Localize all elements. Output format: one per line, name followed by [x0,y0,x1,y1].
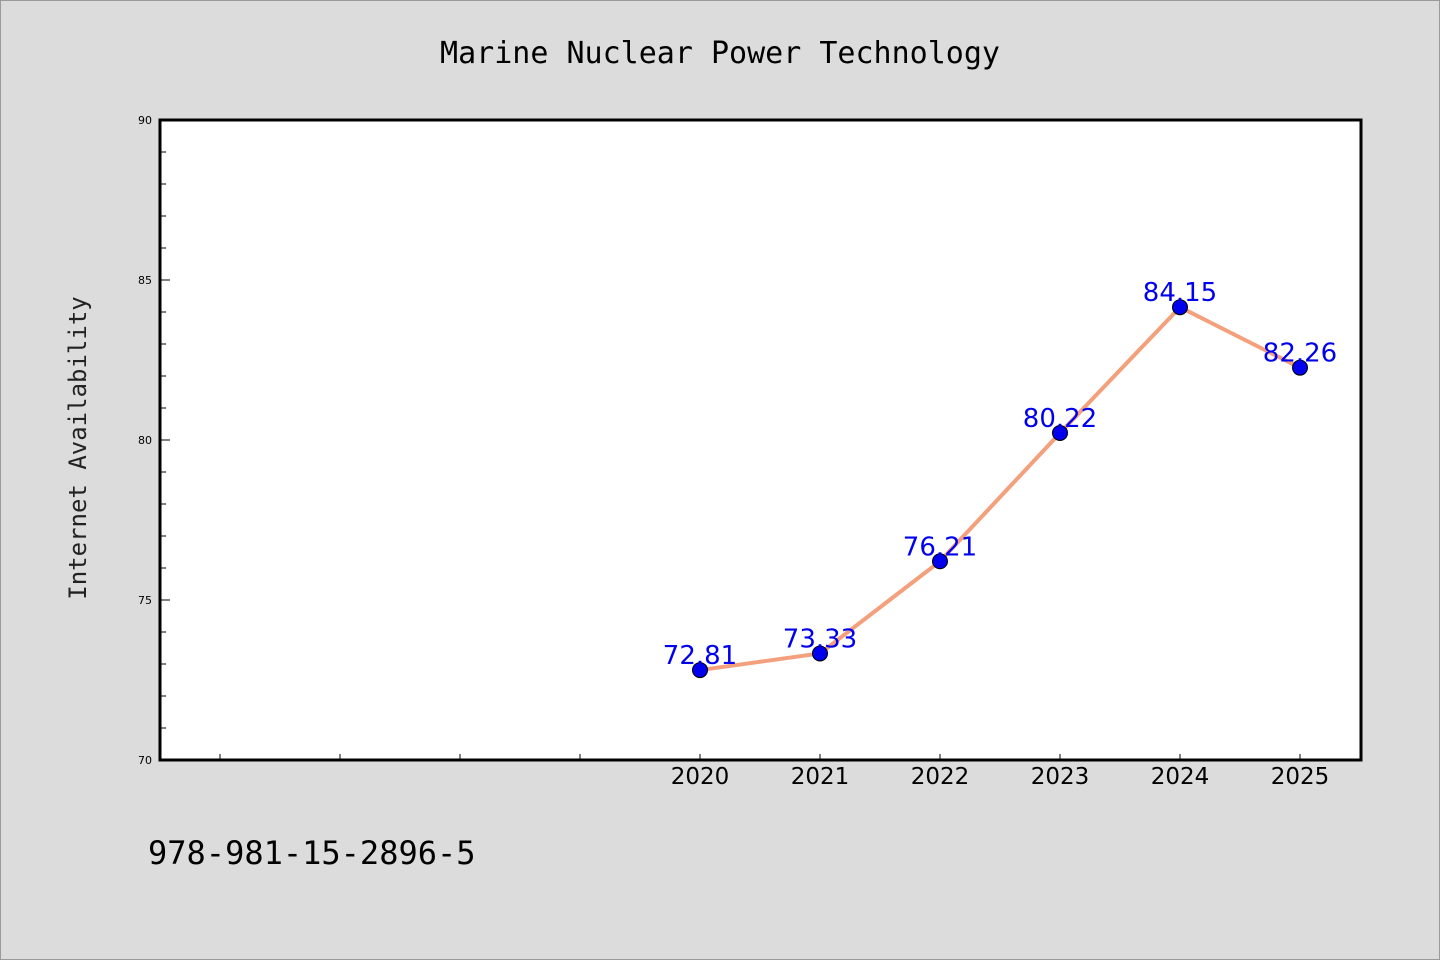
series-line [699,305,1301,673]
y-axis-label: Internet Availability [64,296,92,599]
data-point [1052,424,1068,441]
x-tick-label: 2022 [911,764,970,790]
plot-area [158,118,1363,762]
data-points [692,299,1308,679]
data-label: 84.15 [1143,278,1217,308]
data-point [692,662,708,679]
data-label: 72.81 [663,641,737,671]
y-tick-label: 90 [138,114,152,127]
x-tick-label: 2021 [791,764,850,790]
y-tick-label: 75 [138,594,152,607]
x-tick-label: 2024 [1151,764,1210,790]
x-tick-label: 2023 [1031,764,1090,790]
y-tick-label: 85 [138,274,152,287]
x-tick-label: 2020 [671,764,730,790]
data-labels: 72.81 73.33 76.21 80.22 84.15 82.26 [663,278,1337,671]
footer-isbn: 978-981-15-2896-5 [148,834,476,872]
data-point [812,645,828,662]
data-point [1172,299,1188,316]
data-label: 73.33 [783,624,857,654]
y-tick-label: 80 [138,434,152,447]
x-tick-label: 2025 [1271,764,1330,790]
data-label: 76.21 [903,532,977,562]
data-label: 80.22 [1023,404,1097,434]
y-axis: 70 75 80 85 90 [138,114,170,767]
chart-title: Marine Nuclear Power Technology [440,36,1000,71]
x-axis: 2020 2021 2022 2023 2024 2025 [219,754,1330,790]
data-point [932,553,948,570]
y-tick-label: 70 [138,754,152,767]
data-point [1292,359,1308,376]
data-label: 82.26 [1263,339,1337,369]
